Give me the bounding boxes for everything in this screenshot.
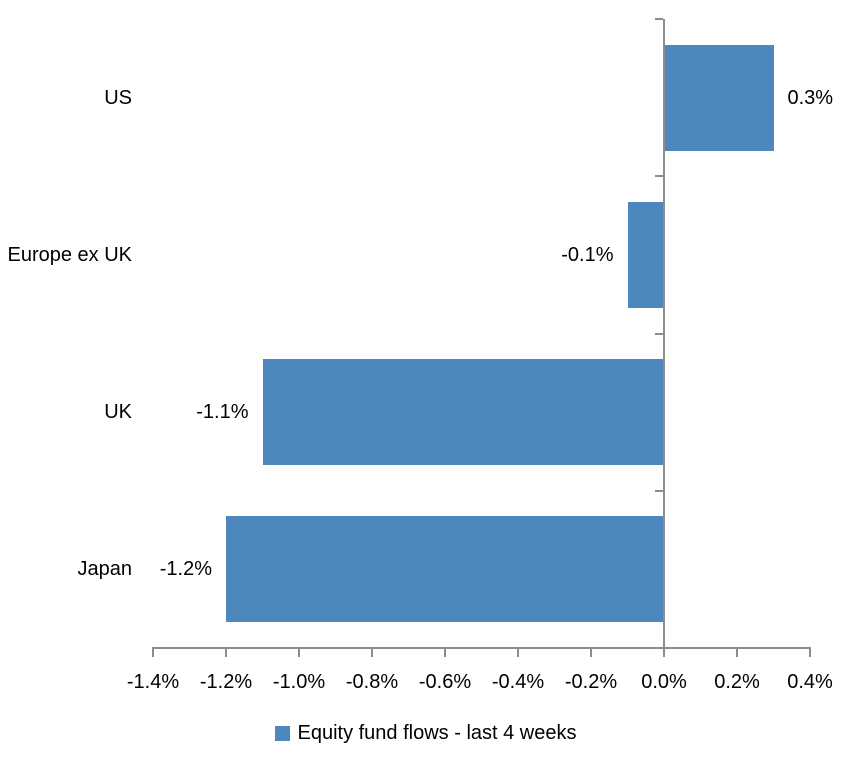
data-label-uk: -1.1%: [196, 401, 249, 424]
bar-us: [664, 44, 774, 151]
value-axis-line: [152, 647, 811, 649]
x-tick-label: -0.2%: [564, 671, 618, 693]
legend-label: Equity fund flows - last 4 weeks: [297, 722, 577, 744]
x-tick-label: -0.6%: [418, 671, 472, 693]
value-axis-tick: [809, 649, 811, 657]
value-axis-tick: [152, 649, 154, 657]
x-tick-label: -1.0%: [272, 671, 326, 693]
value-axis-tick: [736, 649, 738, 657]
x-tick-label: -1.2%: [199, 671, 253, 693]
value-axis-tick: [517, 649, 519, 657]
value-axis-tick: [371, 649, 373, 657]
x-tick-label: 0.4%: [787, 671, 833, 693]
value-axis-tick: [663, 649, 665, 657]
value-axis-tick: [444, 649, 446, 657]
x-tick-label: 0.2%: [714, 671, 760, 693]
category-axis-tick: [655, 175, 663, 178]
category-axis-tick: [655, 18, 663, 20]
x-tick-label: -1.4%: [126, 671, 180, 693]
x-tick-label: -0.4%: [491, 671, 545, 693]
bar-europe-ex-uk: [627, 201, 664, 308]
bar-uk: [262, 359, 664, 466]
category-label-europe-ex-uk: Europe ex UK: [7, 243, 132, 266]
data-label-us: 0.3%: [787, 86, 834, 109]
category-axis-line: [663, 19, 665, 648]
category-label-us: US: [104, 86, 132, 109]
data-label-japan: -1.2%: [159, 558, 212, 581]
x-tick-label: 0.0%: [641, 671, 687, 693]
legend: Equity fund flows - last 4 weeks: [0, 716, 852, 750]
category-axis-tick: [655, 332, 663, 335]
legend-series-marker-icon: [275, 725, 291, 741]
bar-japan: [226, 516, 664, 623]
value-axis-tick: [590, 649, 592, 657]
value-axis-tick: [225, 649, 227, 657]
x-tick-label: -0.8%: [345, 671, 399, 693]
category-label-uk: UK: [104, 401, 132, 424]
value-axis-tick: [298, 649, 300, 657]
category-label-japan: Japan: [77, 558, 133, 581]
category-axis-tick: [655, 489, 663, 492]
data-label-europe-ex-uk: -0.1%: [561, 243, 614, 266]
